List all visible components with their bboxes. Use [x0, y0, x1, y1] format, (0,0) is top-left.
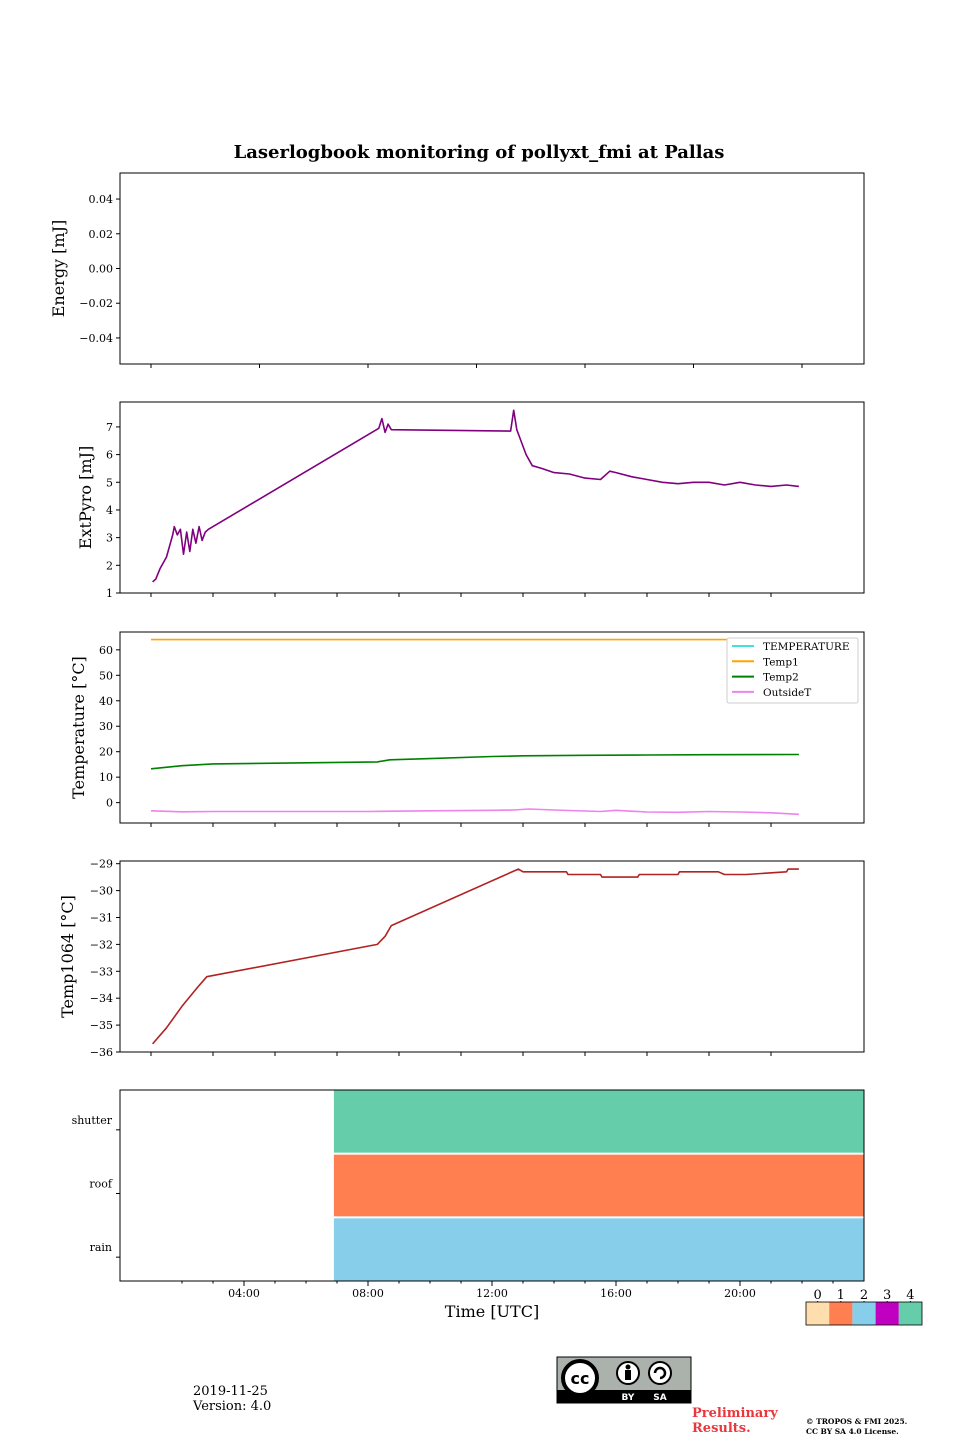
axes-frame: [119, 172, 865, 365]
status-segment-shutter: [333, 1090, 864, 1153]
panel-energy: 0.04 0.02 0.00 −0.02 −0.04 Energy [mJ]: [49, 172, 865, 368]
legend-label: TEMPERATURE: [763, 641, 850, 653]
y-tick-label: 7: [106, 421, 113, 434]
legend-label: OutsideT: [763, 687, 811, 699]
colorbar-label: 0: [813, 1288, 821, 1303]
y-axis-label: ExtPyro [mJ]: [76, 446, 95, 549]
series-line-temp1064: [151, 868, 799, 1045]
y-axis-label: Energy [mJ]: [49, 220, 68, 318]
by-person-body: [625, 1370, 631, 1380]
y-tick-label: −36: [90, 1046, 113, 1059]
footer-info: 2019-11-25 Version: 4.0: [193, 1384, 271, 1414]
footer-version: Version: 4.0: [193, 1399, 272, 1414]
by-person-head: [625, 1364, 631, 1370]
series-line-temp2: [150, 753, 799, 770]
y-tick-label: −0.02: [79, 297, 113, 310]
panel-status: shutter roof rain 04:00 08:00 12:00 16:00 20:00…: [72, 1089, 865, 1321]
x-tick-label: 04:00: [228, 1287, 260, 1300]
y-tick-label: 0.02: [89, 228, 114, 241]
y-tick-label: 2: [106, 559, 113, 572]
y-tick-label: −32: [90, 938, 113, 951]
row-label: shutter: [72, 1114, 113, 1127]
legend-label: Temp1: [763, 656, 799, 668]
y-tick-label: 6: [106, 449, 113, 462]
axes-frame: [119, 401, 865, 594]
y-tick-label: 4: [106, 504, 113, 517]
colorbar-label: 1: [837, 1288, 845, 1303]
colorbar-cell-4: [898, 1302, 922, 1325]
x-tick-label: 16:00: [600, 1287, 632, 1300]
sa-label: SA: [653, 1393, 666, 1403]
cc-license-badge[interactable]: cc BY SA: [556, 1356, 692, 1404]
row-label: roof: [89, 1178, 113, 1191]
x-tick-label: 20:00: [724, 1287, 756, 1300]
panel-temperature: 0 10 20 30 40 50 60 Temperature [°C] TEMPERATURE…: [69, 631, 865, 827]
status-segment-rain: [333, 1218, 864, 1281]
y-tick-label: −29: [90, 858, 113, 871]
row-label: rain: [90, 1241, 112, 1254]
colorbar-cell-3: [875, 1302, 899, 1325]
y-tick-label: −34: [90, 992, 113, 1005]
footer-date: 2019-11-25: [193, 1384, 268, 1399]
colorbar-cell-2: [852, 1302, 876, 1325]
axes-frame: [119, 1089, 865, 1282]
y-tick-label: −0.04: [79, 332, 113, 345]
panel-temp1064: −29 −30 −31 −32 −33 −34 −35 −36 Temp1064 [°C]: [58, 858, 865, 1059]
y-tick-label: −35: [90, 1019, 113, 1032]
by-label: BY: [622, 1393, 635, 1403]
preliminary-note: Preliminary Results.: [692, 1406, 778, 1436]
preliminary-line2: Results.: [692, 1421, 751, 1436]
y-axis-label: Temperature [°C]: [69, 656, 88, 799]
colorbar-label: 3: [883, 1288, 891, 1303]
y-tick-label: −30: [90, 885, 113, 898]
y-tick-label: 50: [99, 669, 113, 682]
axes-frame: [119, 860, 865, 1053]
colorbar-label: 4: [906, 1288, 914, 1303]
y-tick-label: 40: [99, 695, 113, 708]
x-tick-label: 12:00: [476, 1287, 508, 1300]
legend-label: Temp2: [763, 672, 799, 684]
preliminary-line1: Preliminary: [692, 1406, 778, 1421]
copyright-line1: © TROPOS & FMI 2025.: [806, 1417, 908, 1426]
copyright-note: © TROPOS & FMI 2025. CC BY SA 4.0 Licens…: [806, 1417, 907, 1437]
sa-arrow-icon: [653, 1366, 667, 1380]
y-tick-label: 0: [106, 797, 113, 810]
cc-text: cc: [571, 1369, 590, 1388]
chart-title: Laserlogbook monitoring of pollyxt_fmi a…: [234, 142, 725, 163]
colorbar-frame: [805, 1301, 923, 1326]
cc-logo-icon: [561, 1359, 599, 1397]
y-tick-label: 0.00: [89, 263, 114, 276]
series-line-outsidet: [150, 808, 799, 816]
panel-extpyro: 1 2 3 4 5 6 7 ExtPyro [mJ]: [76, 401, 865, 600]
x-tick-label: 08:00: [352, 1287, 384, 1300]
y-tick-label: 1: [106, 587, 113, 600]
status-segment-roof: [333, 1154, 864, 1217]
colorbar-label: 2: [860, 1288, 868, 1303]
sa-icon: [648, 1361, 672, 1385]
copyright-line2: CC BY SA 4.0 License.: [806, 1427, 899, 1436]
y-tick-label: 60: [99, 644, 113, 657]
y-axis-label: Temp1064 [°C]: [58, 895, 77, 1018]
axes-frame: [119, 631, 865, 824]
y-tick-label: 20: [99, 746, 113, 759]
series-line-extpyro: [152, 409, 799, 583]
y-tick-label: 0.04: [89, 193, 114, 206]
y-tick-label: 3: [106, 532, 113, 545]
y-tick-label: 5: [106, 476, 113, 489]
y-tick-label: 30: [99, 720, 113, 733]
y-tick-label: −31: [90, 911, 113, 924]
colorbar-cell-0: [806, 1302, 830, 1325]
colorbar-cell-1: [829, 1302, 853, 1325]
x-axis-label: Time [UTC]: [445, 1302, 539, 1321]
y-tick-label: 10: [99, 771, 113, 784]
y-tick-label: −33: [90, 965, 113, 978]
legend-box: [726, 637, 859, 704]
